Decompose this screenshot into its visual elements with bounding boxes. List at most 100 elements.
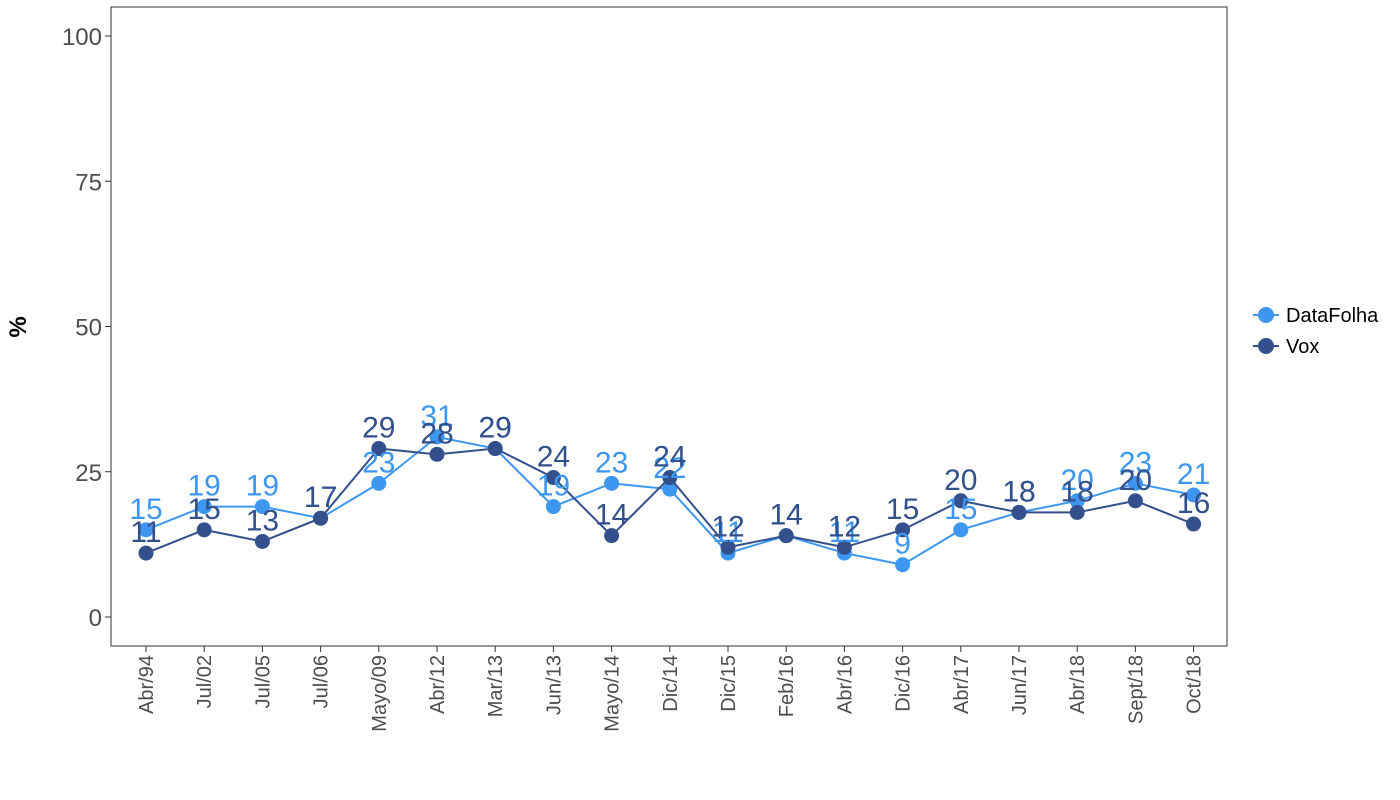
y-tick-label: 50	[75, 315, 102, 342]
y-tick-label: 25	[75, 460, 102, 487]
data-label: 11	[712, 516, 743, 549]
x-tick-label: Abr/16	[834, 655, 856, 714]
data-point	[138, 522, 154, 538]
data-point	[545, 470, 561, 486]
data-point	[1127, 493, 1143, 509]
data-point	[1069, 493, 1085, 509]
data-label: 28	[420, 417, 453, 450]
data-point	[1011, 504, 1027, 520]
data-point	[1186, 487, 1202, 503]
data-point	[254, 533, 270, 549]
legend-item-datafolha: DataFolha	[1253, 305, 1379, 327]
data-label: 23	[595, 446, 628, 479]
x-tick-label: Oct/18	[1184, 655, 1206, 714]
data-label: 12	[711, 510, 744, 543]
x-tick-label: Jul/02	[194, 655, 216, 708]
x-tick-label: Abr/94	[136, 655, 158, 714]
legend-key-point	[1258, 338, 1274, 354]
y-axis-title: %	[5, 316, 32, 337]
data-point	[778, 528, 794, 544]
data-point	[1127, 475, 1143, 491]
data-label: 29	[479, 412, 512, 445]
data-label: 20	[1061, 464, 1094, 497]
data-label: 15	[886, 493, 919, 526]
x-tick-label: Abr/17	[951, 655, 973, 714]
legend: DataFolha Vox	[1253, 305, 1379, 358]
y-tick-label: 0	[89, 605, 102, 632]
data-point	[720, 539, 736, 555]
data-label: 21	[1177, 458, 1210, 491]
data-point	[429, 429, 445, 445]
data-point	[836, 539, 852, 555]
x-tick-label: Dic/14	[660, 655, 682, 712]
series-vox	[138, 441, 1202, 561]
data-point	[1186, 516, 1202, 532]
y-tick-label: 75	[75, 169, 102, 196]
data-label: 15	[944, 493, 977, 526]
data-label: 29	[362, 412, 395, 445]
x-tick-label: Dic/15	[718, 655, 740, 712]
data-label: 17	[304, 481, 337, 514]
data-label: 12	[828, 510, 861, 543]
data-point	[662, 481, 678, 497]
data-label: 19	[537, 470, 570, 503]
x-tick-label: Abr/18	[1067, 655, 1089, 714]
data-point	[371, 441, 387, 457]
data-label: 24	[653, 441, 686, 474]
x-tick-label: Sept/18	[1125, 655, 1147, 724]
data-point	[313, 510, 329, 526]
data-label: 14	[770, 499, 803, 532]
data-point	[196, 522, 212, 538]
data-label: 29	[479, 412, 512, 445]
data-label: 9	[894, 528, 911, 561]
data-point	[953, 522, 969, 538]
data-label: 20	[1119, 464, 1152, 497]
x-tick-label: Jul/05	[252, 655, 274, 708]
x-tick-label: Mar/13	[485, 655, 507, 717]
x-tick-label: Mayo/14	[602, 655, 624, 732]
x-tick-label: Mayo/09	[369, 655, 391, 732]
x-tick-label: Dic/16	[893, 655, 915, 712]
data-label: 11	[130, 516, 161, 549]
data-label: 17	[304, 481, 337, 514]
legend-label: DataFolha	[1286, 305, 1379, 327]
series-layer	[138, 429, 1202, 573]
data-label: 19	[188, 470, 221, 503]
data-label: 11	[829, 516, 860, 549]
data-point	[662, 470, 678, 486]
data-point	[429, 446, 445, 462]
data-point	[545, 499, 561, 515]
plot-panel	[110, 6, 1228, 647]
data-label: 15	[129, 493, 162, 526]
y-axis: 0 25 50 75 100	[62, 24, 111, 632]
data-label: 24	[537, 441, 570, 474]
data-label: 22	[653, 452, 686, 485]
data-point	[138, 545, 154, 561]
data-point	[953, 493, 969, 509]
x-axis: Abr/94 Jul/02 Jul/05 Jul/06 Mayo/09 Abr/12 Mar…	[136, 646, 1206, 732]
data-point	[604, 475, 620, 491]
x-tick-label: Jul/06	[311, 655, 333, 708]
data-label: 23	[362, 446, 395, 479]
data-label: 23	[1119, 446, 1152, 479]
data-point	[254, 499, 270, 515]
data-point	[371, 475, 387, 491]
y-tick-label: 100	[62, 24, 102, 51]
data-label: 13	[246, 504, 279, 537]
data-label: 15	[188, 493, 221, 526]
x-tick-label: Jun/17	[1009, 655, 1031, 715]
data-point	[604, 528, 620, 544]
x-tick-label: Abr/12	[427, 655, 449, 714]
data-label: 14	[770, 499, 803, 532]
data-label: 18	[1002, 475, 1035, 508]
data-point	[895, 557, 911, 573]
data-point	[487, 441, 503, 457]
data-label: 16	[1177, 487, 1210, 520]
data-label: 20	[944, 464, 977, 497]
data-label: 14	[595, 499, 628, 532]
data-label: 31	[420, 400, 453, 433]
data-label: 19	[246, 470, 279, 503]
legend-item-vox: Vox	[1253, 336, 1319, 358]
